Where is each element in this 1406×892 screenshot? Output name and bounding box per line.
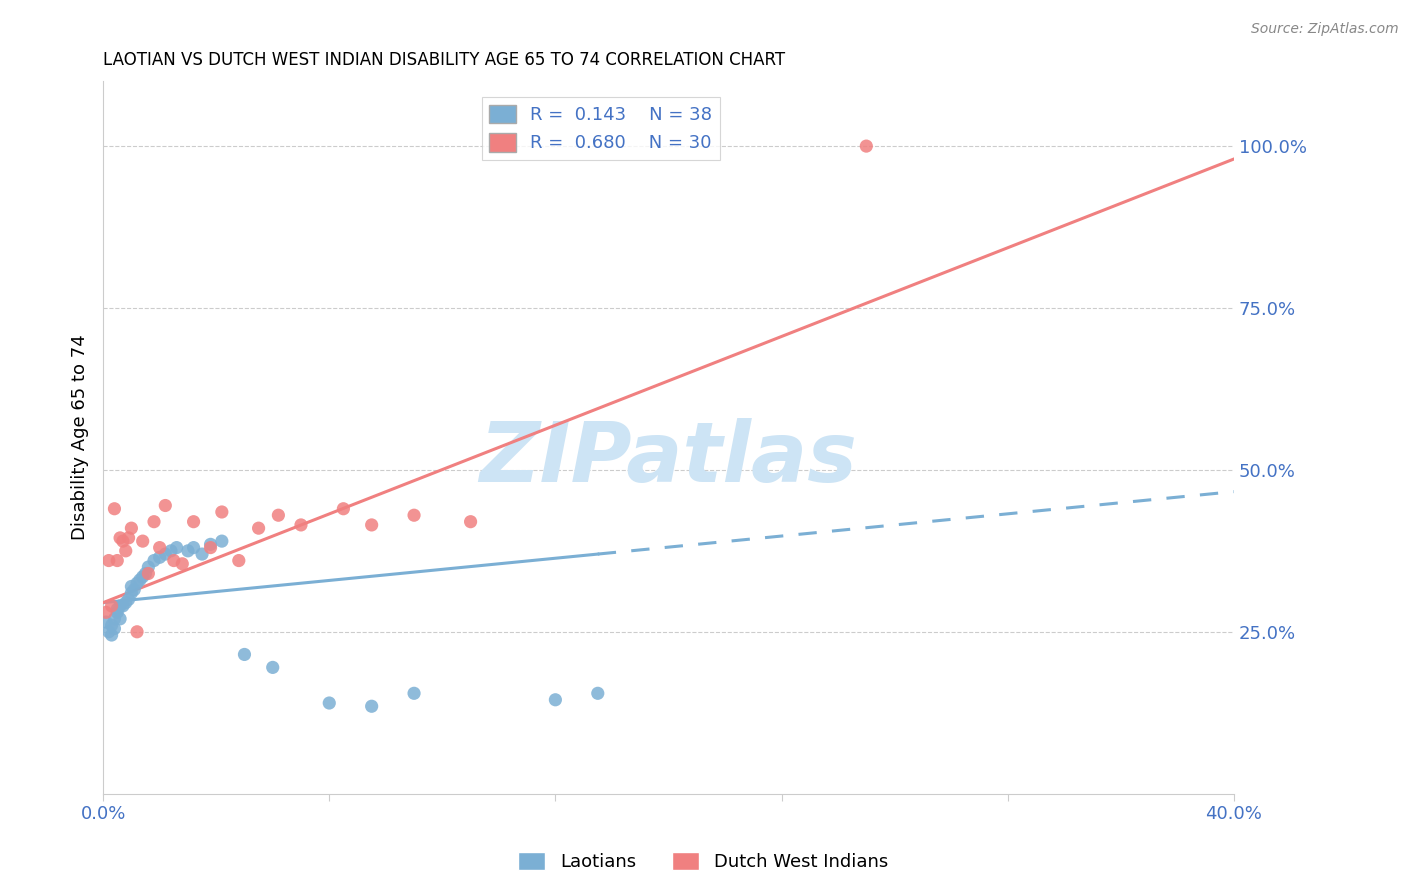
Point (247, 521, 270, 535)
Point (105, 553, 128, 567)
Point (100, 618, 122, 632)
Point (855, 139, 877, 153)
Point (290, 517, 312, 532)
Point (402, 686, 425, 700)
Point (120, 586, 142, 600)
Point (183, 541, 205, 555)
Point (97, 553, 120, 567)
Point (155, 547, 177, 561)
Point (103, 501, 125, 516)
Point (200, 541, 222, 555)
Point (177, 544, 200, 558)
Point (211, 505, 233, 519)
Point (211, 534, 233, 549)
Point (138, 566, 160, 581)
Point (103, 612, 125, 626)
Point (108, 531, 131, 545)
Point (105, 602, 128, 616)
Point (360, 517, 382, 532)
Point (228, 553, 250, 567)
Point (128, 573, 150, 587)
Point (108, 599, 131, 613)
Point (117, 531, 139, 545)
Text: LAOTIAN VS DUTCH WEST INDIAN DISABILITY AGE 65 TO 74 CORRELATION CHART: LAOTIAN VS DUTCH WEST INDIAN DISABILITY … (103, 51, 786, 69)
Point (111, 534, 134, 549)
Legend: Laotians, Dutch West Indians: Laotians, Dutch West Indians (510, 845, 896, 879)
Point (460, 515, 482, 529)
Point (97, 624, 120, 639)
Point (105, 605, 128, 619)
Point (122, 582, 145, 597)
Point (149, 541, 172, 555)
Point (544, 693, 567, 707)
Point (166, 541, 188, 555)
Point (267, 508, 290, 523)
Point (155, 499, 177, 513)
Point (200, 537, 222, 551)
Point (111, 599, 134, 613)
Point (586, 686, 609, 700)
Point (117, 592, 139, 607)
Point (125, 576, 148, 591)
Point (108, 612, 131, 626)
Point (160, 544, 183, 558)
Point (100, 628, 122, 642)
Point (131, 570, 153, 584)
Point (114, 544, 136, 558)
Point (143, 515, 166, 529)
Point (191, 547, 214, 561)
Point (103, 622, 125, 636)
Point (149, 550, 172, 565)
Point (233, 648, 256, 662)
Point (163, 553, 186, 567)
Point (131, 534, 153, 549)
Point (135, 566, 157, 581)
Point (114, 596, 136, 610)
Point (172, 557, 194, 571)
Point (94, 615, 117, 629)
Point (120, 579, 142, 593)
Y-axis label: Disability Age 65 to 74: Disability Age 65 to 74 (72, 334, 89, 541)
Point (94, 605, 117, 619)
Point (143, 553, 166, 567)
Text: Source: ZipAtlas.com: Source: ZipAtlas.com (1251, 22, 1399, 37)
Point (332, 501, 354, 516)
Point (125, 624, 148, 639)
Point (183, 515, 205, 529)
Point (318, 696, 340, 710)
Point (262, 660, 284, 674)
Text: ZIPatlas: ZIPatlas (479, 418, 858, 500)
Legend: R =  0.143    N = 38, R =  0.680    N = 30: R = 0.143 N = 38, R = 0.680 N = 30 (482, 97, 720, 160)
Point (360, 699, 382, 714)
Point (100, 599, 122, 613)
Point (120, 521, 142, 535)
Point (138, 560, 160, 574)
Point (402, 508, 425, 523)
